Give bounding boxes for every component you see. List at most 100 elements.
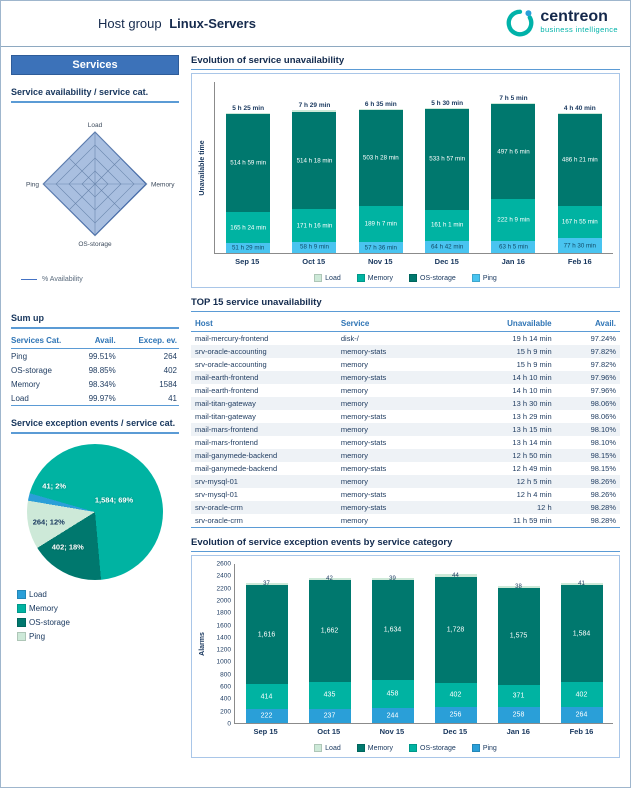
radar-diagonal-spoke [94,183,122,211]
y-tick-label: 1400 [216,634,231,642]
header-row: Host Service Unavailable Avail. [191,316,620,332]
cell: 402 [163,365,177,375]
radar-axis-load: Load [88,122,103,129]
column-header: Unavailable [465,316,556,332]
chart-legend: Load Memory OS-storage Ping [198,744,613,752]
x-axis-labels: Sep 15 Oct 15 Nov 15 Dec 15 Jan 16 Feb 16 [214,257,613,266]
y-tick-label: 1600 [216,622,231,630]
bar-value-label: 222 [260,712,273,720]
exception-chart: Alarms 0 200 400 600 800 1000 1200 1400 1600 1800 2… [191,555,620,758]
x-axis-label: Dec 15 [434,257,459,266]
bar-segment-os-storage: 458 [371,680,414,709]
availability-section-title: Service availability / service cat. [11,87,179,103]
cell: 12 h 5 min [516,477,552,486]
x-axis-label: Oct 15 [302,257,326,266]
cell: 19 h 14 min [512,334,552,343]
header-row: Services Cat. Avail. Excep. ev. [11,334,179,349]
cell: 97.82% [590,347,616,356]
bar-value-label: 39 [389,575,396,582]
y-tick-label: 0 [227,720,231,728]
exception-chart-title: Evolution of service exception events by… [191,537,620,552]
x-axis-label: Jan 16 [501,257,525,266]
x-axis-label: Feb 16 [567,257,592,266]
bar-value-label: 58 h 9 min [300,243,329,251]
x-axis-label: Sep 15 [235,257,260,266]
service-row: mail-earth-frontend memory-stats 14 h 10 m… [191,371,620,384]
bar-segment-load [292,110,337,112]
bar-value-label: 63 h 5 min [499,243,528,251]
bar-value-label: 44 [452,572,459,579]
legend-item-ping: Ping [17,632,45,641]
sumup-row: Memory 98.34% 1584 [11,377,179,391]
radar-diagonal-spoke [94,157,122,185]
table-body: mail-mercury-frontend disk-/ 19 h 14 min 97… [191,332,620,528]
cell: 98.26% [590,477,616,486]
title-prefix: Host group [98,16,162,31]
radar-legend: % Availability [21,276,179,283]
top15-section: TOP 15 service unavailability Host Servic… [191,297,620,528]
legend-swatch [409,274,418,282]
bar-value-label: 167 h 55 min [561,218,598,226]
bar-value-label: 533 h 57 min [429,155,466,163]
legend-item-load: Load [314,274,341,282]
bar-column: 4 h 40 min 77 h 30 min 167 h 55 min 486 h 2… [547,82,613,253]
x-axis-label: Jan 16 [506,727,530,736]
cell: 98.28% [590,503,616,512]
cell: 13 h 30 min [512,399,552,408]
legend-item-memory: Memory [356,744,393,752]
logo-tagline: business intelligence [540,25,618,34]
cell: memory-stats [340,373,387,382]
bar-value-label: 458 [386,690,399,698]
bar-segment-load: 38 [497,584,540,590]
cell: 13 h 15 min [512,425,552,434]
legend-item-load: Load [314,744,341,752]
bar-value-label: 37 [263,581,270,588]
bar-value-label: 1,634 [383,626,402,634]
legend-swatch [314,744,323,752]
logo-name: centreon [540,8,608,25]
sidebar: Services Service availability / service … [11,47,179,758]
radar-legend-label: % Availability [42,276,83,283]
service-row: mail-ganymede-backend memory-stats 12 h 49… [191,462,620,475]
bar-value-label: 1,575 [509,632,528,640]
cell: memory-stats [340,490,387,499]
bar-segment-os-storage: 533 h 57 min [425,108,470,211]
bar-value-label: 503 h 28 min [362,154,399,162]
stacked-bar: 51 h 29 min 165 h 24 min 514 h 59 min [226,112,271,253]
bar-column: 7 h 29 min 58 h 9 min 171 h 16 min 514 h 18… [281,82,347,253]
bar-segment-os-storage: 371 [497,684,540,708]
column-header: Avail. [76,334,126,349]
y-tick-label: 600 [220,683,231,691]
cell: 98.06% [590,412,616,421]
bar-segment-ping: 264 [560,706,603,723]
service-row: mail-mars-frontend memory-stats 13 h 14 mi… [191,436,620,449]
centreon-swirl-icon [507,9,534,37]
radar-diagonal-spoke [68,157,96,185]
bar-value-label: 371 [512,692,525,700]
bar-value-label: 414 [260,693,273,701]
x-axis-label: Nov 15 [379,727,405,736]
bar-column: 237 435 1,662 42 [298,564,361,723]
page-title: Host group Linux-Servers [98,16,256,31]
bar-segment-memory: 167 h 55 min [557,206,602,239]
bar-segment-ping: 57 h 36 min [358,242,403,253]
stacked-bar: 57 h 36 min 189 h 7 min 503 h 28 min [358,109,403,253]
bar-value-label: 77 h 30 min [563,242,596,250]
legend-swatch [356,274,365,282]
sumup-table: Services Cat. Avail. Excep. ev. Ping 99.51% 2… [11,334,179,406]
bar-segment-load: 44 [434,572,477,579]
bar-segment-load [358,109,403,111]
pie [27,444,163,580]
y-tick-label: 2600 [216,560,231,568]
cell: mail-titan-gateway [195,412,256,421]
x-axis-label: Dec 15 [443,727,468,736]
bar-value-label: 256 [449,711,462,719]
bar-segment-load: 41 [560,581,603,587]
bar-segment-memory: 1,634 [371,580,414,681]
x-axis-label: Sep 15 [253,727,278,736]
bar-segment-memory: 161 h 1 min [425,210,470,241]
bar-value-label: 64 h 42 min [430,243,464,251]
legend-label: Load [325,744,341,752]
bar-segment-load: 42 [308,576,351,582]
